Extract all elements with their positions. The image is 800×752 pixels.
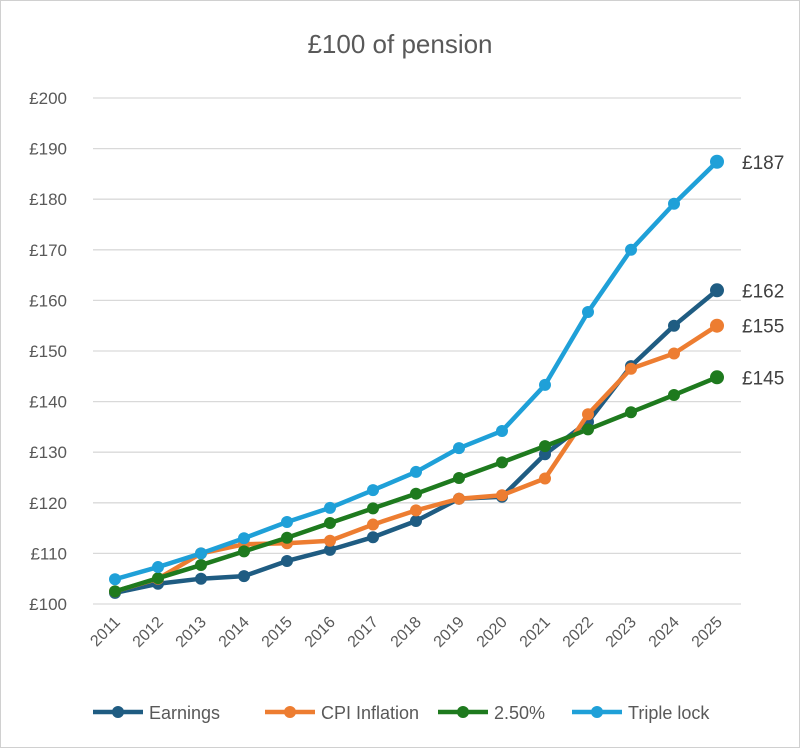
legend-label: Triple lock <box>628 703 710 723</box>
data-point <box>625 362 637 375</box>
y-tick-label: £120 <box>29 494 67 513</box>
series-line <box>114 288 719 596</box>
data-point <box>668 347 680 360</box>
data-point <box>539 378 551 391</box>
data-point <box>152 572 164 585</box>
data-point <box>238 532 250 545</box>
data-point <box>668 389 680 402</box>
legend-marker <box>284 706 296 718</box>
y-tick-label: £140 <box>29 393 67 412</box>
x-tick-label: 2022 <box>560 614 597 651</box>
data-point <box>367 531 379 544</box>
legend-marker <box>112 706 124 718</box>
x-tick-label: 2025 <box>689 614 726 651</box>
data-point <box>496 489 508 502</box>
x-tick-label: 2013 <box>173 614 210 651</box>
data-point <box>539 440 551 453</box>
y-tick-label: £200 <box>29 89 67 108</box>
data-point <box>195 547 207 560</box>
x-tick-label: 2021 <box>517 614 554 651</box>
data-point <box>496 424 508 437</box>
data-point <box>109 585 121 598</box>
data-point <box>238 545 250 558</box>
end-data-label: £187 <box>742 153 784 174</box>
x-tick-label: 2016 <box>302 614 339 651</box>
data-point <box>324 501 336 514</box>
series-2-50- <box>109 370 724 598</box>
data-point <box>109 573 121 586</box>
data-point <box>668 319 680 332</box>
data-point <box>367 484 379 497</box>
y-tick-label: £150 <box>29 342 67 361</box>
data-point <box>238 570 250 583</box>
legend-label: 2.50% <box>494 703 545 723</box>
data-point <box>281 516 293 529</box>
x-tick-label: 2017 <box>345 614 382 651</box>
data-point <box>539 472 551 485</box>
data-point <box>453 472 465 485</box>
end-data-label: £155 <box>742 317 784 338</box>
data-point <box>195 559 207 572</box>
x-tick-label: 2020 <box>474 614 511 651</box>
data-point <box>152 561 164 574</box>
data-point <box>453 492 465 505</box>
series-triple-lock <box>109 154 724 586</box>
data-point <box>367 502 379 515</box>
y-tick-label: £190 <box>29 140 67 159</box>
x-tick-label: 2018 <box>388 614 425 651</box>
data-point <box>367 518 379 531</box>
data-point <box>324 534 336 547</box>
data-point <box>324 543 336 556</box>
y-tick-label: £160 <box>29 291 67 310</box>
x-tick-label: 2012 <box>130 614 167 651</box>
data-point <box>582 408 594 421</box>
x-tick-label: 2014 <box>216 614 253 651</box>
legend-marker <box>591 706 603 718</box>
data-point <box>281 554 293 567</box>
legend-label: Earnings <box>149 703 220 723</box>
data-point <box>410 504 422 517</box>
legend-marker <box>457 706 469 718</box>
data-point <box>453 442 465 455</box>
end-data-label: £145 <box>742 368 784 389</box>
y-tick-label: £110 <box>30 544 67 563</box>
x-tick-label: 2011 <box>87 614 123 650</box>
data-point <box>195 572 207 585</box>
x-tick-label: 2019 <box>431 614 468 651</box>
legend-item: 2.50% <box>438 703 545 723</box>
y-tick-label: £170 <box>29 241 67 260</box>
legend-item: Earnings <box>93 703 220 723</box>
data-point <box>710 318 724 333</box>
data-point <box>625 406 637 419</box>
y-tick-label: £100 <box>29 595 67 614</box>
legend-label: CPI Inflation <box>321 703 419 723</box>
data-point <box>281 531 293 544</box>
chart-title: £100 of pension <box>307 29 492 59</box>
data-point <box>496 456 508 469</box>
y-tick-label: £130 <box>29 443 67 462</box>
data-point <box>582 423 594 436</box>
y-tick-label: £180 <box>29 190 67 209</box>
legend-item: Triple lock <box>572 703 710 723</box>
data-point <box>710 283 724 298</box>
end-data-label: £162 <box>742 281 784 302</box>
x-tick-label: 2023 <box>603 614 640 651</box>
data-point <box>410 465 422 478</box>
data-point <box>668 197 680 210</box>
x-tick-label: 2015 <box>259 614 296 651</box>
data-point <box>625 243 637 256</box>
data-point <box>410 515 422 528</box>
legend-item: CPI Inflation <box>265 703 419 723</box>
data-point <box>710 370 724 385</box>
data-point <box>324 517 336 530</box>
data-point <box>410 487 422 500</box>
x-tick-label: 2024 <box>646 614 683 651</box>
data-point <box>710 154 724 169</box>
data-point <box>582 306 594 319</box>
